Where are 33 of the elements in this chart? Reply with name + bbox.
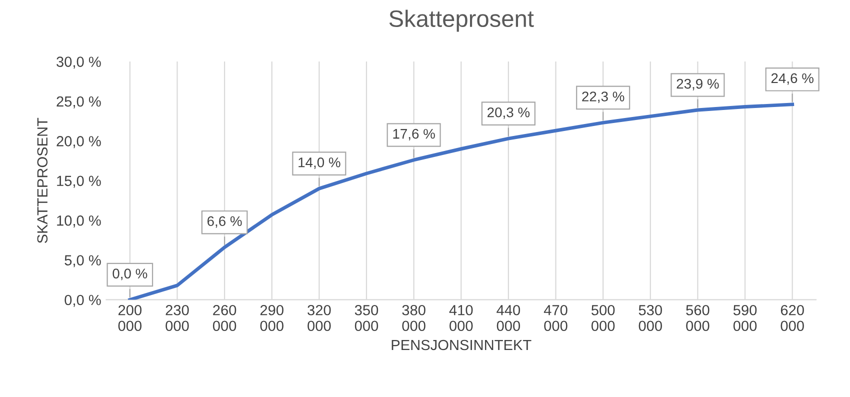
data-label: 22,3 % <box>582 92 624 104</box>
y-tick-label: 5,0 % <box>64 255 101 268</box>
x-tick-label: 350 000 <box>354 304 378 332</box>
x-tick-label: 470 000 <box>544 304 568 332</box>
x-tick-label: 530 000 <box>638 304 662 332</box>
x-tick-label: 290 000 <box>260 304 284 332</box>
x-tick-label: 500 000 <box>591 304 615 332</box>
y-axis-title: SKATTEPROSENT <box>37 118 48 244</box>
x-tick-label: 200 000 <box>118 304 142 332</box>
x-axis-title: PENSJONSINNTEKT <box>392 340 532 350</box>
x-tick-label: 620 000 <box>780 304 804 332</box>
x-tick-label: 260 000 <box>212 304 236 332</box>
x-tick-label: 590 000 <box>733 304 757 332</box>
y-tick-label: 20,0 % <box>56 136 101 148</box>
x-tick-label: 410 000 <box>449 304 473 332</box>
chart-title: Skatteprosent <box>389 10 534 32</box>
data-label: 0,0 % <box>112 268 148 280</box>
data-label: 14,0 % <box>298 157 340 169</box>
data-label: 17,6 % <box>393 128 435 140</box>
data-label: 23,9 % <box>676 78 719 90</box>
y-tick-label: 30,0 % <box>56 56 101 69</box>
y-tick-label: 25,0 % <box>56 96 101 108</box>
data-label: 24,6 % <box>771 73 814 85</box>
data-label: 20,3 % <box>488 107 530 119</box>
x-tick-label: 320 000 <box>308 304 331 332</box>
x-tick-label: 560 000 <box>686 304 710 332</box>
y-tick-label: 0,0 % <box>64 294 101 307</box>
x-tick-label: 230 000 <box>166 304 189 332</box>
x-tick-label: 440 000 <box>496 304 520 332</box>
x-tick-label: 380 000 <box>402 304 426 332</box>
y-tick-label: 10,0 % <box>57 215 101 228</box>
data-label: 6,6 % <box>207 216 242 228</box>
y-tick-label: 15,0 % <box>57 176 101 188</box>
